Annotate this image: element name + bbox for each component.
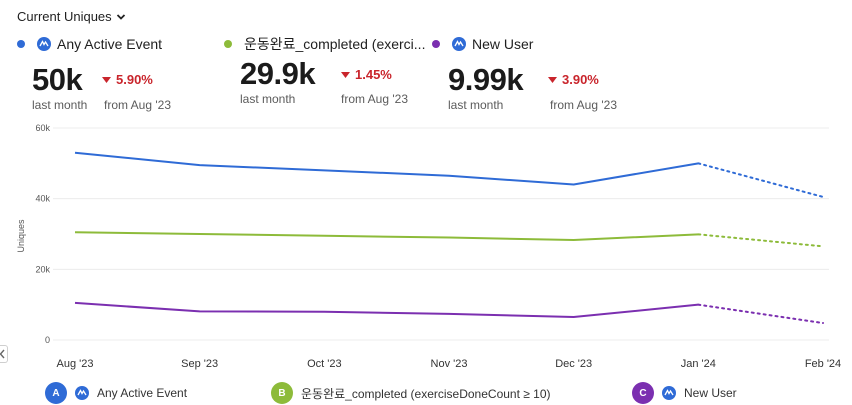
- chevron-left-icon: [0, 349, 5, 359]
- kpi-exercise-completed[interactable]: 운동완료_completed (exerci... 29.9k last mon…: [224, 34, 434, 114]
- x-tick-label: Dec '23: [555, 358, 592, 370]
- kpi-series-name: New User: [472, 36, 534, 52]
- y-tick-label: 0: [45, 335, 50, 345]
- gridlines: [53, 127, 829, 341]
- x-tick-label: Jan '24: [681, 358, 716, 370]
- caret-down-icon: [102, 76, 111, 83]
- legend-badge: B: [271, 382, 293, 404]
- series-color-dot: [224, 40, 232, 48]
- series-line-1[interactable]: [74, 231, 699, 242]
- event-icon: [75, 386, 89, 400]
- x-axis-ticks: Aug '23 Sep '23 Oct '23 Nov '23 Dec '23 Jan '…: [57, 358, 842, 370]
- metric-selector-label: Current Uniques: [17, 9, 112, 24]
- metric-selector[interactable]: Current Uniques: [17, 9, 126, 24]
- kpi-change-value: 5.90%: [116, 72, 153, 87]
- legend-item-b[interactable]: B 운동완료_completed (exerciseDoneCount ≥ 10…: [271, 382, 551, 404]
- chart-legend: A Any Active Event B 운동완료_completed (exe…: [0, 382, 852, 404]
- series-incomplete-line-2[interactable]: [697, 303, 824, 325]
- kpi-series-name: Any Active Event: [57, 36, 163, 52]
- x-tick-label: Oct '23: [307, 358, 342, 370]
- series-incomplete-line-0[interactable]: [697, 162, 824, 198]
- kpi-compare: from Aug '23: [104, 98, 171, 112]
- caret-down-icon: [341, 71, 350, 78]
- series-incomplete-line-1[interactable]: [697, 233, 824, 248]
- kpi-value: 50k: [32, 62, 83, 97]
- series-line-2[interactable]: [74, 301, 699, 319]
- series-color-dot: [17, 40, 25, 48]
- kpi-period: last month: [448, 98, 504, 112]
- y-tick-label: 20k: [35, 264, 50, 274]
- kpi-change: 5.90%: [102, 72, 153, 87]
- kpi-value: 9.99k: [448, 62, 524, 97]
- kpi-any-active-event[interactable]: Any Active Event 50k last month 5.90% fr…: [17, 34, 207, 114]
- kpi-value: 29.9k: [240, 56, 316, 91]
- y-tick-label: 40k: [35, 194, 50, 204]
- kpi-period: last month: [240, 92, 296, 106]
- caret-down-icon: [548, 76, 557, 83]
- event-icon: [37, 37, 51, 51]
- event-icon: [662, 386, 676, 400]
- kpi-period: last month: [32, 98, 88, 112]
- legend-label: 운동완료_completed (exerciseDoneCount ≥ 10): [301, 386, 551, 401]
- kpi-series-name: 운동완료_completed (exerci...: [244, 36, 426, 52]
- kpi-change: 1.45%: [341, 67, 392, 82]
- kpi-compare: from Aug '23: [341, 92, 408, 106]
- kpi-compare: from Aug '23: [550, 98, 617, 112]
- kpi-change: 3.90%: [548, 72, 599, 87]
- series-line-0[interactable]: [74, 151, 699, 186]
- x-tick-label: Aug '23: [57, 358, 94, 370]
- x-tick-label: Nov '23: [431, 358, 468, 370]
- legend-badge: C: [632, 382, 654, 404]
- kpi-change-value: 3.90%: [562, 72, 599, 87]
- event-icon: [452, 37, 466, 51]
- line-chart[interactable]: 0 20k 40k 60k Uniques Aug '23 Sep '23 Oct '23…: [0, 118, 852, 370]
- legend-label: New User: [684, 386, 737, 400]
- y-axis-ticks: 0 20k 40k 60k: [35, 123, 50, 345]
- y-axis-label: Uniques: [16, 219, 26, 253]
- series-lines: [74, 151, 824, 325]
- collapse-panel-button[interactable]: [0, 345, 8, 363]
- legend-item-a[interactable]: A Any Active Event: [45, 382, 187, 404]
- legend-item-c[interactable]: C New User: [632, 382, 737, 404]
- series-color-dot: [432, 40, 440, 48]
- x-tick-label: Sep '23: [181, 358, 218, 370]
- legend-label: Any Active Event: [97, 386, 188, 400]
- legend-badge: A: [45, 382, 67, 404]
- kpi-new-user[interactable]: New User 9.99k last month 3.90% from Aug…: [432, 34, 632, 114]
- chevron-down-icon: [116, 13, 125, 20]
- x-tick-label: Feb '24: [805, 358, 841, 370]
- y-tick-label: 60k: [35, 123, 50, 133]
- kpi-change-value: 1.45%: [355, 67, 392, 82]
